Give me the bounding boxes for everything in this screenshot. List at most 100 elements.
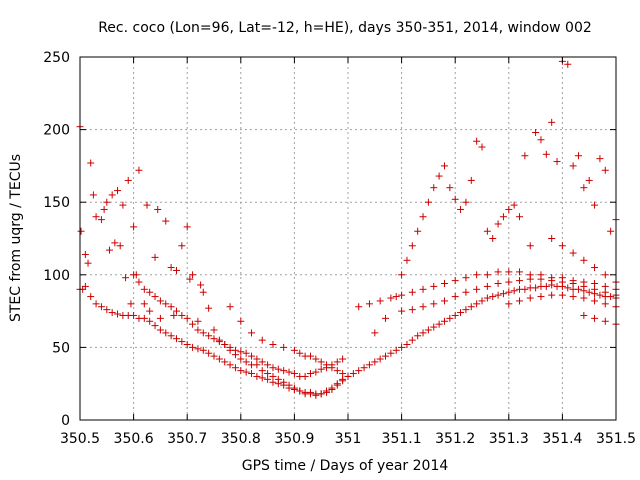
data-point: [81, 250, 89, 258]
data-point: [467, 176, 475, 184]
data-point: [564, 60, 572, 68]
data-point: [231, 346, 239, 354]
data-point: [430, 300, 438, 308]
data-point: [408, 336, 416, 344]
data-point: [462, 274, 470, 282]
data-point: [607, 293, 615, 301]
data-point: [548, 235, 556, 242]
data-point: [242, 368, 250, 376]
data-point: [451, 311, 459, 319]
data-point: [89, 191, 97, 199]
data-point: [151, 293, 159, 301]
data-point: [483, 294, 491, 302]
data-point: [457, 309, 465, 317]
data-point: [130, 223, 138, 231]
data-point: [457, 205, 465, 213]
data-point: [516, 297, 524, 305]
data-point: [558, 242, 566, 250]
data-point: [92, 213, 100, 221]
data-point: [398, 291, 406, 299]
data-point: [591, 297, 599, 305]
data-point: [569, 280, 577, 288]
data-point: [601, 271, 609, 279]
data-point: [462, 306, 470, 314]
data-point: [451, 195, 459, 203]
data-point: [87, 293, 95, 301]
data-point: [269, 340, 277, 348]
data-point: [264, 361, 272, 369]
y-tick-label: 150: [43, 195, 70, 211]
data-point: [189, 343, 197, 351]
data-point: [280, 343, 288, 351]
data-point: [264, 375, 272, 383]
data-point: [183, 314, 191, 322]
data-point: [365, 300, 373, 308]
data-point: [521, 152, 529, 160]
data-point: [290, 370, 298, 378]
data-point: [526, 242, 534, 250]
data-point: [478, 297, 486, 305]
data-point: [167, 264, 175, 272]
data-point: [162, 300, 170, 308]
data-point: [542, 282, 550, 290]
data-point: [355, 303, 363, 311]
data-point: [435, 320, 443, 328]
data-point: [156, 326, 164, 334]
data-point: [494, 280, 502, 288]
data-point: [580, 282, 588, 290]
data-point: [317, 390, 325, 398]
data-point: [451, 277, 459, 285]
data-point: [135, 278, 143, 286]
data-point: [462, 198, 470, 206]
data-point: [199, 346, 207, 354]
data-point: [205, 304, 213, 312]
data-point: [237, 355, 245, 363]
data-point: [231, 364, 239, 372]
data-point: [585, 176, 593, 184]
data-point: [430, 282, 438, 290]
data-point: [280, 367, 288, 375]
data-point: [312, 355, 320, 363]
data-point: [105, 246, 113, 254]
data-point: [349, 370, 357, 378]
data-point: [108, 309, 116, 317]
y-tick-label: 250: [43, 50, 70, 66]
data-point: [414, 227, 422, 235]
x-tick-label: 351.5: [596, 431, 636, 447]
data-point: [84, 259, 92, 267]
data-point: [151, 253, 159, 261]
data-point: [199, 288, 207, 296]
data-point: [162, 217, 170, 225]
data-point: [591, 264, 599, 272]
data-point: [430, 323, 438, 331]
data-point: [365, 361, 373, 369]
data-point: [537, 136, 545, 144]
data-point: [328, 386, 336, 394]
data-point: [178, 311, 186, 319]
data-point: [382, 314, 390, 322]
data-point: [601, 166, 609, 174]
data-point: [558, 278, 566, 286]
data-point: [408, 306, 416, 314]
data-point: [172, 266, 180, 274]
data-point: [553, 158, 561, 166]
x-tick-label: 351: [335, 431, 362, 447]
data-point: [499, 213, 507, 221]
data-point: [290, 346, 298, 354]
data-point: [580, 311, 588, 319]
data-point: [285, 384, 293, 392]
data-point: [183, 340, 191, 348]
grid-lines: [80, 57, 616, 420]
data-point: [376, 297, 384, 305]
data-point: [170, 311, 178, 319]
data-point: [167, 332, 175, 340]
data-point: [548, 291, 556, 299]
data-point: [516, 268, 524, 276]
data-point: [446, 184, 454, 192]
x-tick-label: 350.5: [60, 431, 100, 447]
data-point: [440, 162, 448, 170]
data-point: [473, 271, 481, 279]
data-point: [591, 201, 599, 209]
data-point: [403, 256, 411, 264]
data-point: [328, 364, 336, 372]
